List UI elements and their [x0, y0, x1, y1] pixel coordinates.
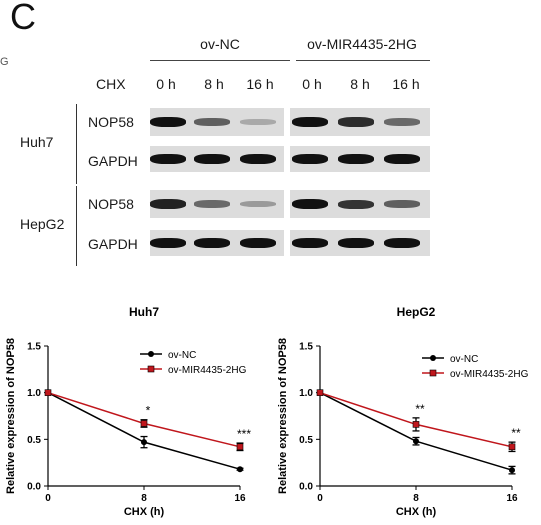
chart-huh7: Huh7 0.0 0.5 1.0 1.5 0 8 16 CHX (h) Relative expr…: [5, 305, 251, 518]
chx-label: CHX: [96, 76, 126, 92]
data-point: [140, 420, 148, 427]
blot-band: [194, 118, 230, 126]
chart-title: Huh7: [129, 305, 159, 319]
legend-marker: [430, 355, 436, 361]
blot-band: [150, 238, 186, 248]
blot-band: [150, 154, 186, 164]
cell-line-label-hepg2: HepG2: [20, 216, 65, 232]
group-underline-ov-mir: [296, 60, 430, 61]
legend-marker: [429, 369, 437, 377]
chart-hepg2: HepG2 0.0 0.5 1.0 1.5 0 8 16 CHX (h) Relative exp…: [277, 305, 529, 518]
protein-label-nop58: NOP58: [88, 196, 134, 212]
x-tick-label: 8: [141, 493, 147, 504]
significance-mark: **: [511, 426, 521, 440]
blot-band: [338, 117, 374, 127]
blot-band: [194, 238, 230, 248]
blot-band: [384, 238, 420, 248]
blot-band: [150, 117, 186, 127]
significance-mark: **: [415, 402, 425, 416]
blot-band: [240, 238, 276, 248]
blot-band: [292, 154, 328, 164]
blot-band: [384, 200, 420, 208]
data-point: [236, 443, 244, 451]
data-point: [141, 439, 147, 446]
y-tick-label: 1.0: [299, 388, 313, 399]
legend-label: ov-NC: [168, 350, 196, 361]
blot-band: [292, 117, 328, 127]
y-axis-label: Relative expression of NOP58: [277, 338, 289, 494]
blot-band: [240, 154, 276, 164]
y-tick-label: 1.5: [299, 342, 313, 353]
time-label: 16 h: [246, 76, 274, 92]
series-line: [47, 391, 241, 470]
panel-label: C: [10, 0, 36, 37]
x-tick-label: 8: [413, 493, 419, 504]
group-label-ov-mir: ov-MIR4435-2HG: [307, 36, 417, 52]
x-tick-label: 0: [317, 493, 323, 504]
legend-marker: [147, 365, 155, 373]
time-label: 8 h: [204, 76, 224, 92]
time-label: 0 h: [156, 76, 176, 92]
blot-band: [240, 119, 276, 125]
x-axis-label: CHX (h): [396, 506, 437, 518]
blot-band: [384, 154, 420, 164]
group-label-ov-nc: ov-NC: [200, 36, 240, 52]
blot-band: [194, 200, 230, 208]
blot-bands: [150, 117, 420, 248]
y-tick-label: 0.0: [299, 482, 313, 493]
y-tick-label: 0.5: [299, 435, 313, 446]
significance-mark: ***: [237, 427, 251, 441]
bracket-hepg2: [76, 186, 77, 266]
blot-band: [292, 238, 328, 248]
stray-mark: G: [0, 56, 9, 68]
protein-label-gapdh: GAPDH: [88, 153, 138, 169]
data-point: [508, 443, 516, 451]
data-point: [413, 438, 419, 445]
protein-label-gapdh: GAPDH: [88, 236, 138, 252]
x-tick-label: 0: [45, 493, 51, 504]
cell-line-label-huh7: Huh7: [20, 134, 54, 150]
y-axis-label: Relative expression of NOP58: [5, 338, 17, 494]
blot-band: [194, 154, 230, 164]
blot-band: [292, 199, 328, 209]
y-tick-label: 1.5: [27, 342, 41, 353]
legend-label: ov-MIR4435-2HG: [168, 365, 247, 376]
blot-band: [384, 118, 420, 126]
blot-band: [338, 238, 374, 248]
group-underline-ov-nc: [150, 60, 290, 61]
blot-band: [338, 154, 374, 164]
bracket-huh7: [76, 104, 77, 184]
time-label: 8 h: [350, 76, 370, 92]
x-tick-label: 16: [234, 493, 246, 504]
legend-label: ov-MIR4435-2HG: [450, 369, 529, 380]
blot-band: [150, 199, 186, 209]
data-point: [316, 389, 324, 396]
significance-mark: *: [146, 404, 151, 418]
protein-label-nop58: NOP58: [88, 114, 134, 130]
blot-band: [338, 199, 374, 209]
data-point: [509, 467, 515, 474]
legend-label: ov-NC: [450, 354, 478, 365]
x-axis-label: CHX (h): [124, 506, 165, 518]
blot-band: [240, 201, 276, 207]
data-point: [412, 421, 420, 428]
data-point: [44, 389, 52, 396]
time-label: 0 h: [302, 76, 322, 92]
legend-marker: [148, 351, 154, 357]
data-point: [237, 466, 243, 473]
chart-title: HepG2: [397, 305, 436, 319]
y-tick-label: 0.0: [27, 482, 41, 493]
time-label: 16 h: [392, 76, 420, 92]
y-tick-label: 0.5: [27, 435, 41, 446]
x-tick-label: 16: [506, 493, 518, 504]
y-tick-label: 1.0: [27, 388, 41, 399]
